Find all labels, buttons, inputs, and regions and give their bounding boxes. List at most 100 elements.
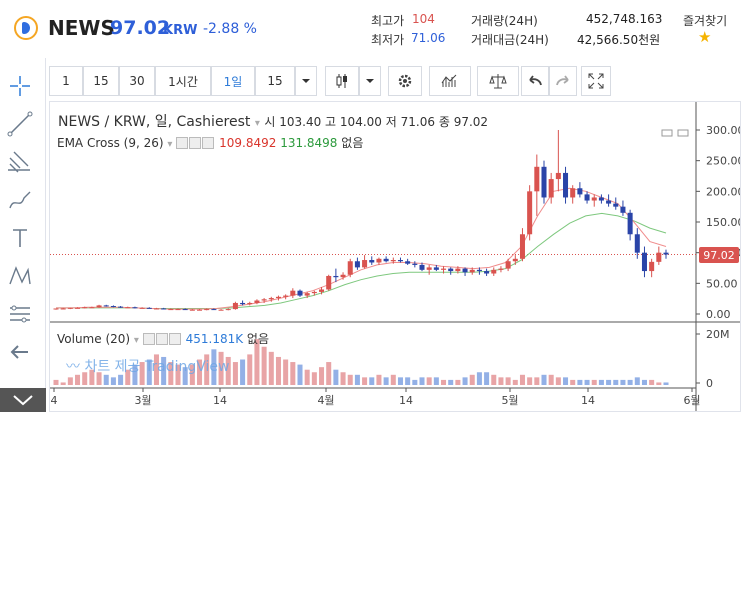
candle-body [225,309,231,311]
volume-tick-label: 0 [706,377,713,390]
candle-type-icon[interactable] [325,66,359,96]
settings-icon[interactable] [388,66,422,96]
coin-name: NEWS [48,16,115,40]
volume-bar [541,374,547,385]
interval-30m-button[interactable]: 30 [119,66,155,96]
candle-body [204,309,210,311]
dropdown-icon[interactable] [359,66,381,96]
volume-bar [125,369,131,385]
pane-maximize-icon [661,129,673,137]
volume-bar [563,377,569,385]
candle-body [110,306,116,308]
collapse-icon[interactable] [0,388,46,412]
indicators-icon[interactable] [429,66,471,96]
brush-icon[interactable] [6,186,34,214]
volume-bar [139,362,145,385]
crosshair-icon[interactable] [6,72,34,100]
candle-body [455,268,461,272]
volume-bar [390,374,396,385]
volume-bar [534,377,540,385]
gear-icon[interactable] [189,137,202,149]
volume-bar [649,379,655,385]
time-tick-label: 4 [51,394,58,407]
fullscreen-icon[interactable] [581,66,611,96]
volume-bar [555,377,561,385]
candle-body [146,307,152,309]
close-icon[interactable] [202,137,215,149]
high-value: 104 [412,12,435,26]
compare-icon[interactable] [477,66,519,96]
favorite-label[interactable]: 즐겨찾기 [683,14,728,28]
volume-dropdown-icon[interactable]: ▾ [133,335,139,346]
candle-body [290,290,296,296]
candle-body [534,166,540,192]
redo-icon[interactable] [549,66,577,96]
ohlc-readout: 시 103.40 고 104.00 저 71.06 종 97.02 [264,115,489,129]
time-tick-label: 14 [581,394,595,407]
pane-minimize-icon [677,129,689,137]
symbol-legend: NEWS / KRW, 일, Cashierest ▾ 시 103.40 고 1… [58,111,488,131]
volume-24h-value: 452,748.163 [586,12,663,26]
candle-body [211,309,217,311]
candle-body [519,234,525,259]
candle-body [441,268,447,270]
candle-body [412,263,418,265]
star-icon[interactable]: ★ [698,28,712,46]
symbol-dropdown-icon[interactable]: ▾ [254,118,260,129]
interval-15m-button[interactable]: 15 [83,66,119,96]
price-chart[interactable]: 300.00250.00200.00150.00100.0050.000.002… [50,102,741,412]
pattern-icon[interactable] [6,262,34,290]
interval-1h-button[interactable]: 1시간 [155,66,211,96]
trend-line-icon[interactable] [6,110,34,138]
drawing-toolbar [0,58,46,412]
candle-body [347,261,353,275]
undo-icon[interactable] [521,66,549,96]
volume-extra: 없음 [246,332,270,346]
candle-body [340,274,346,278]
pitchfork-icon[interactable] [6,148,34,176]
candle-body [247,302,253,305]
volume-bar [304,369,310,385]
current-price: 97.02 [110,17,171,39]
eye-icon[interactable] [176,137,189,149]
interval-custom-button[interactable]: 15 [255,66,295,96]
candle-body [369,260,375,263]
ema-dropdown-icon[interactable]: ▾ [167,139,173,150]
ema-legend: EMA Cross (9, 26) ▾ 109.8492 131.8498 없음 [57,134,363,151]
volume-name: Volume (20) [57,332,131,346]
interval-1d-button[interactable]: 1일 [211,66,255,96]
candle-body [153,308,159,310]
candle-body [304,293,310,296]
eye-icon[interactable] [142,333,155,345]
chart-area[interactable]: 300.00250.00200.00150.00100.0050.000.002… [49,101,741,412]
close-icon[interactable] [168,333,181,345]
volume-bar [591,379,597,385]
volume-bar [247,354,253,385]
candle-body [283,295,289,297]
volume-bar [311,372,317,385]
volume-bar [491,374,497,385]
volume-bar [261,346,267,385]
candle-body [319,289,325,292]
gear-icon[interactable] [155,333,168,345]
ema-fast-line [56,187,667,310]
volume-bar [326,362,332,385]
measure-icon[interactable] [6,300,34,328]
candle-body [548,179,554,198]
candle-body [297,290,303,296]
candle-body [598,197,604,201]
interval-1m-button[interactable]: 1 [49,66,83,96]
candle-body [527,191,533,235]
volume-bar [75,374,81,385]
volume-bar [419,377,425,385]
interval-dropdown-icon[interactable] [295,66,317,96]
candle-body [161,308,167,310]
volume-bar [412,379,418,385]
ema-slow-value: 131.8498 [280,136,338,150]
candle-body [376,258,382,263]
back-arrow-icon[interactable] [6,338,34,366]
high-label: 최고가 [371,14,405,28]
volume-bar [426,377,432,385]
text-tool-icon[interactable] [6,224,34,252]
volume-bar [168,362,174,385]
